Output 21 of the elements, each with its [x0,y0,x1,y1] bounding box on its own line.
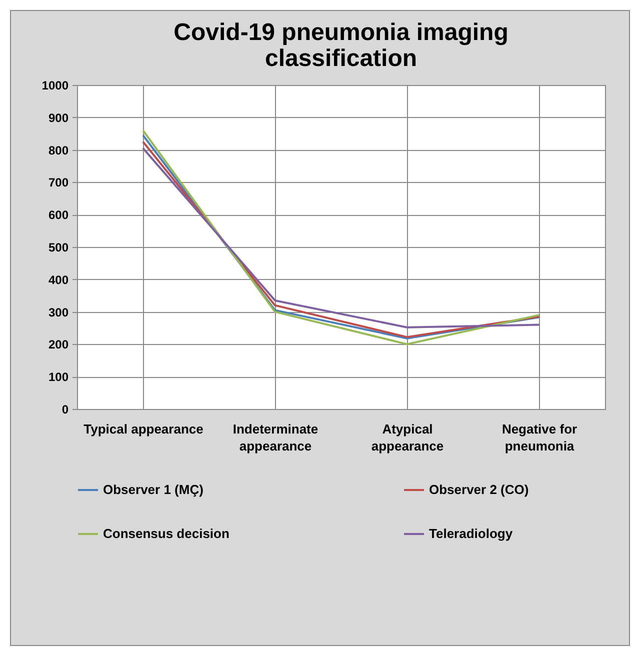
x-tick-label: Typical appearance [84,422,204,436]
y-tick-label: 400 [48,272,69,287]
y-tick-label: 600 [48,208,69,222]
y-tick-label: 800 [48,143,69,158]
x-tick-label: Negative for pneumonia [502,422,578,454]
y-tick-label: 200 [48,338,69,352]
y-tick-label: 300 [48,305,69,320]
legend-label: Consensus decision [103,526,230,541]
text: classification [264,45,418,72]
text: Covid-19 pneumonia imaging [174,19,508,46]
y-tick-label: 900 [48,110,69,125]
y-tick-label: 100 [48,370,69,384]
legend-label: Observer 2 (CO) [429,482,529,497]
x-tick-label: Indeterminate appearance [232,422,318,454]
x-tick-label: Atypical appearance [371,422,444,454]
y-tick-label: 1000 [42,78,69,92]
y-tick-label: 0 [62,402,69,416]
y-tick-label: 500 [48,240,69,254]
y-tick-label: 700 [48,176,69,190]
legend-label: Observer 1 (MÇ) [103,482,204,497]
legend-label: Teleradiology [429,526,514,541]
